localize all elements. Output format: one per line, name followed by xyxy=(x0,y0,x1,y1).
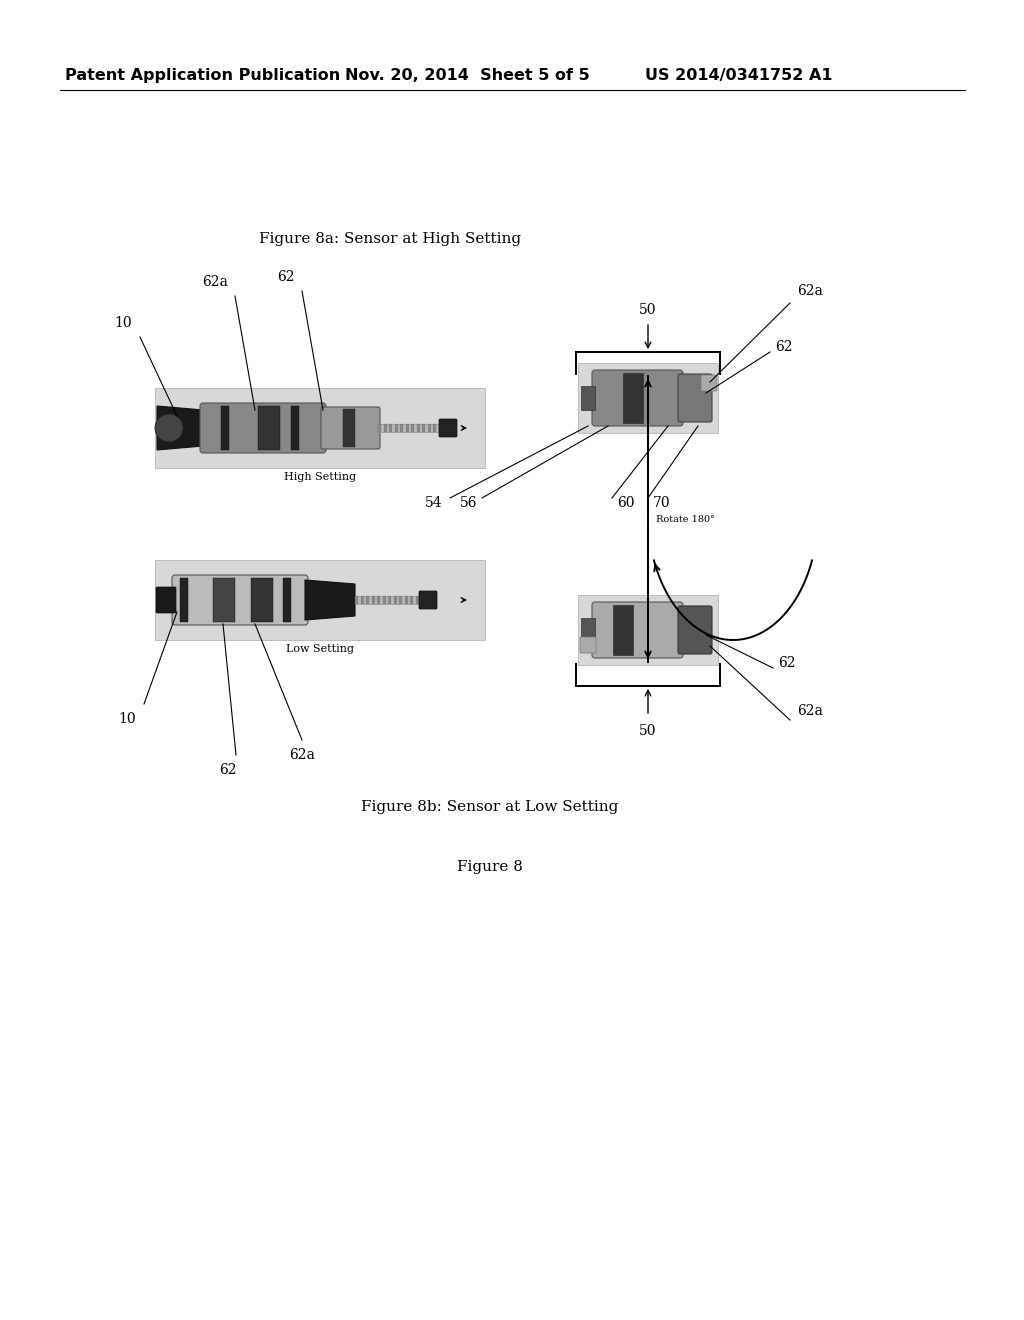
FancyBboxPatch shape xyxy=(578,595,718,665)
Bar xyxy=(251,578,273,622)
Bar xyxy=(404,597,408,605)
Bar xyxy=(400,424,403,432)
Bar xyxy=(384,424,386,432)
Bar xyxy=(378,424,381,432)
Text: Figure 8: Figure 8 xyxy=(457,861,523,874)
FancyBboxPatch shape xyxy=(155,388,485,469)
Bar xyxy=(393,597,396,605)
Bar xyxy=(411,424,414,432)
Text: 10: 10 xyxy=(119,711,136,726)
Text: US 2014/0341752 A1: US 2014/0341752 A1 xyxy=(645,69,833,83)
Bar xyxy=(388,597,391,605)
Text: 62a: 62a xyxy=(202,275,228,289)
Bar xyxy=(389,424,392,432)
Bar xyxy=(416,597,419,605)
Bar xyxy=(180,578,188,622)
Text: 10: 10 xyxy=(115,315,132,330)
Bar xyxy=(343,409,355,447)
Bar xyxy=(366,597,369,605)
Bar xyxy=(378,424,443,432)
Bar xyxy=(377,597,380,605)
FancyBboxPatch shape xyxy=(172,576,308,624)
Bar xyxy=(581,385,595,411)
Bar xyxy=(433,424,436,432)
FancyBboxPatch shape xyxy=(578,363,718,433)
FancyBboxPatch shape xyxy=(701,375,717,391)
Text: 50: 50 xyxy=(639,723,656,738)
Bar xyxy=(438,424,441,432)
FancyBboxPatch shape xyxy=(678,374,712,422)
FancyBboxPatch shape xyxy=(200,403,326,453)
Bar xyxy=(623,374,643,422)
Text: 60: 60 xyxy=(617,496,635,510)
Text: 62: 62 xyxy=(219,763,237,777)
FancyBboxPatch shape xyxy=(419,591,437,609)
Text: 54: 54 xyxy=(425,496,443,510)
FancyBboxPatch shape xyxy=(592,370,683,426)
Text: 62a: 62a xyxy=(289,748,315,762)
Bar xyxy=(258,407,280,450)
Text: Nov. 20, 2014  Sheet 5 of 5: Nov. 20, 2014 Sheet 5 of 5 xyxy=(345,69,590,83)
Bar xyxy=(355,597,420,605)
Bar xyxy=(394,424,397,432)
Polygon shape xyxy=(157,407,203,450)
Bar xyxy=(613,605,633,655)
Circle shape xyxy=(155,414,183,442)
Text: Rotate 180°: Rotate 180° xyxy=(656,515,715,524)
Text: High Setting: High Setting xyxy=(284,473,356,482)
Bar xyxy=(417,424,420,432)
FancyBboxPatch shape xyxy=(155,560,485,640)
Bar xyxy=(422,424,425,432)
FancyBboxPatch shape xyxy=(439,418,457,437)
Text: 70: 70 xyxy=(653,496,671,510)
Text: 62a: 62a xyxy=(797,284,823,298)
FancyBboxPatch shape xyxy=(156,587,176,612)
Bar xyxy=(355,597,358,605)
Bar xyxy=(291,407,299,450)
Bar xyxy=(383,597,385,605)
FancyBboxPatch shape xyxy=(678,606,712,653)
Text: 62: 62 xyxy=(775,341,793,354)
Bar xyxy=(581,618,595,642)
Text: 56: 56 xyxy=(460,496,477,510)
Text: 50: 50 xyxy=(639,304,656,317)
Bar xyxy=(283,578,291,622)
Text: 62: 62 xyxy=(778,656,796,671)
Bar xyxy=(410,597,413,605)
Text: Patent Application Publication: Patent Application Publication xyxy=(65,69,340,83)
Bar xyxy=(406,424,409,432)
FancyBboxPatch shape xyxy=(580,638,596,653)
Text: Low Setting: Low Setting xyxy=(286,644,354,653)
Bar xyxy=(360,597,364,605)
Polygon shape xyxy=(305,579,355,620)
Bar xyxy=(221,407,229,450)
Text: Figure 8a: Sensor at High Setting: Figure 8a: Sensor at High Setting xyxy=(259,232,521,246)
Bar xyxy=(399,597,402,605)
Text: 62: 62 xyxy=(278,271,295,284)
Circle shape xyxy=(161,420,177,436)
Bar xyxy=(427,424,430,432)
Circle shape xyxy=(166,425,172,432)
Text: 62a: 62a xyxy=(797,704,823,718)
FancyBboxPatch shape xyxy=(592,602,683,657)
FancyBboxPatch shape xyxy=(321,407,380,449)
Bar xyxy=(372,597,375,605)
Text: Figure 8b: Sensor at Low Setting: Figure 8b: Sensor at Low Setting xyxy=(361,800,618,814)
Bar xyxy=(213,578,234,622)
